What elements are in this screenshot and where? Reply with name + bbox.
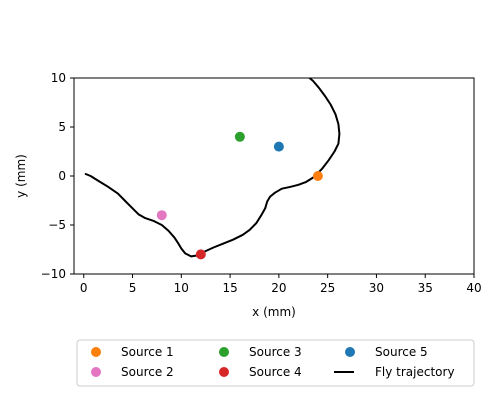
legend-marker-source-4	[219, 367, 229, 377]
legend-frame	[76, 339, 475, 387]
y-axis-label: y (mm)	[14, 154, 28, 198]
y-tick-label: −5	[48, 218, 66, 232]
y-tick-label: 0	[58, 169, 66, 183]
y-tick-label: −10	[41, 267, 66, 281]
x-tick-label: 15	[222, 281, 237, 295]
x-tick-label: 25	[320, 281, 335, 295]
legend-marker-source-2	[91, 367, 101, 377]
legend-label: Source 3	[249, 345, 302, 359]
source-point-3	[234, 131, 245, 142]
plot-area	[73, 77, 475, 275]
plot-frame	[73, 77, 475, 275]
legend-label: Source 1	[121, 345, 174, 359]
legend-label: Source 5	[375, 345, 428, 359]
source-point-5	[273, 141, 284, 152]
x-tick-label: 5	[129, 281, 137, 295]
x-tick-label: 0	[80, 281, 88, 295]
legend-marker-source-5	[345, 347, 355, 357]
x-axis: 0 5 10 15 20 25 30 35 40	[80, 274, 482, 295]
x-tick-label: 30	[369, 281, 384, 295]
source-point-4	[195, 249, 206, 260]
fly-trajectory-line	[84, 78, 341, 258]
x-tick-label: 35	[418, 281, 433, 295]
source-points	[156, 131, 323, 260]
x-tick-label: 10	[174, 281, 189, 295]
y-axis: −10 −5 0 5 10	[41, 71, 74, 281]
legend-label: Source 2	[121, 365, 174, 379]
y-tick-label: 10	[51, 71, 66, 85]
y-tick-label: 5	[58, 120, 66, 134]
x-axis-label: x (mm)	[252, 305, 296, 319]
legend-marker-source-1	[91, 347, 101, 357]
legend-label: Fly trajectory	[375, 365, 455, 379]
x-tick-label: 20	[271, 281, 286, 295]
legend-label: Source 4	[249, 365, 302, 379]
legend-marker-source-3	[219, 347, 229, 357]
legend: Source 1 Source 2 Source 3 Source 4 Source 5…	[76, 339, 475, 387]
source-point-2	[156, 210, 167, 221]
x-tick-label: 40	[466, 281, 481, 295]
source-point-1	[312, 171, 323, 181]
